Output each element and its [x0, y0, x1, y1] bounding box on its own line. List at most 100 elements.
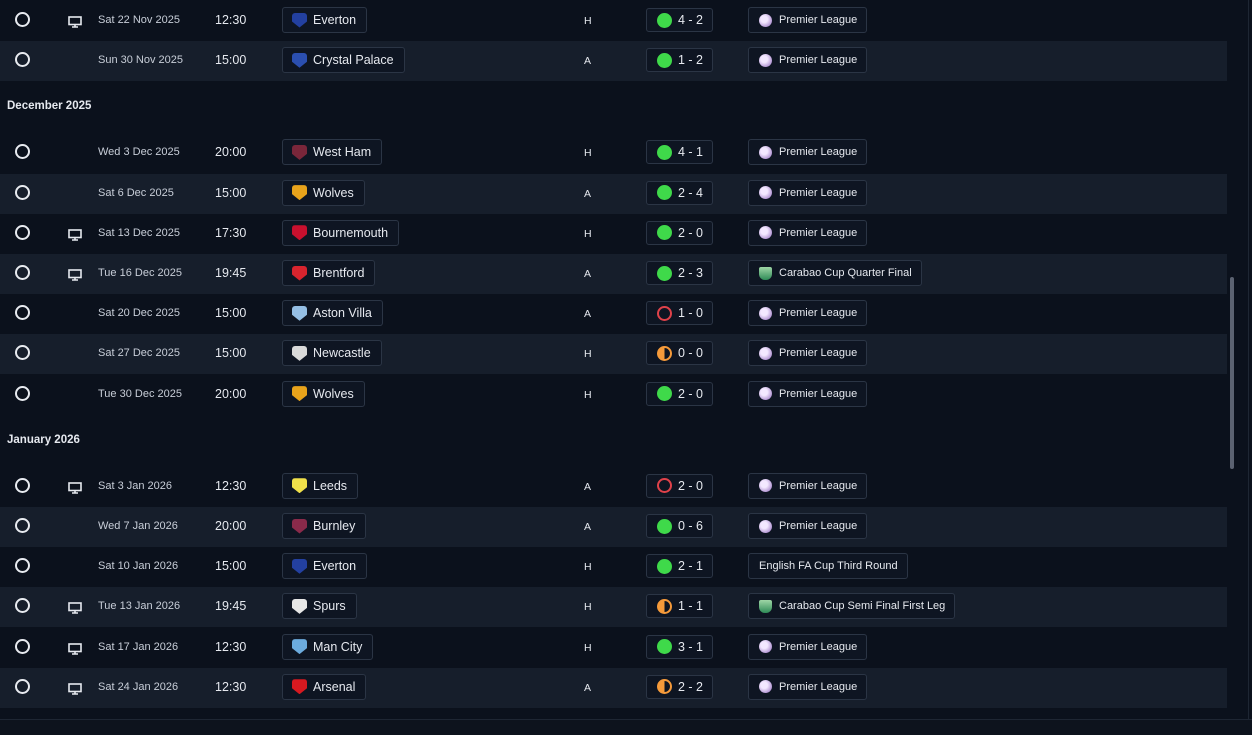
- result-badge[interactable]: 2 - 2: [646, 674, 713, 699]
- fixture-row[interactable]: Sat 27 Dec 2025 15:00 Newcastle H 0 - 0 Premi…: [0, 334, 1227, 375]
- draw-icon: [657, 345, 672, 361]
- fixture-row[interactable]: Wed 7 Jan 2026 20:00 Burnley A 0 - 6 Premier …: [0, 507, 1227, 547]
- fixture-row[interactable]: Sat 3 Jan 2026 12:30 Leeds A 2 - 0 Premier Le…: [0, 466, 1227, 507]
- result-badge[interactable]: 0 - 6: [646, 514, 713, 538]
- result-badge[interactable]: 2 - 4: [646, 180, 713, 205]
- fixture-row[interactable]: Sat 13 Dec 2025 17:30 Bournemouth H 2 - 0 Pre…: [0, 213, 1227, 254]
- win-icon: [657, 558, 672, 574]
- competition-name: Premier League: [779, 347, 858, 360]
- fixture-row[interactable]: Sat 6 Dec 2025 15:00 Wolves A 2 - 4 Premier L…: [0, 173, 1227, 214]
- fixture-row[interactable]: Tue 16 Dec 2025 19:45 Brentford A 2 - 3 Carab…: [0, 254, 1227, 294]
- venue-indicator: H: [584, 348, 592, 361]
- select-radio-icon[interactable]: [15, 52, 30, 68]
- result-badge[interactable]: 2 - 0: [646, 473, 713, 498]
- scrollbar-thumb[interactable]: [1230, 277, 1234, 469]
- competition-button[interactable]: Premier League: [748, 300, 868, 327]
- competition-button[interactable]: Premier League: [748, 139, 868, 166]
- select-radio-icon[interactable]: [15, 184, 30, 200]
- club-crest-icon: [292, 598, 307, 614]
- select-radio-icon[interactable]: [15, 12, 30, 27]
- opponent-button[interactable]: Brentford: [282, 260, 376, 286]
- select-radio-icon[interactable]: [15, 477, 30, 493]
- competition-button[interactable]: Premier League: [748, 673, 868, 700]
- competition-button[interactable]: Carabao Cup Semi Final First Leg: [748, 593, 956, 620]
- score: 1 - 0: [678, 306, 704, 321]
- result-badge[interactable]: 2 - 1: [646, 554, 713, 579]
- result-badge[interactable]: 1 - 0: [646, 301, 713, 326]
- venue-indicator: A: [584, 308, 592, 321]
- select-radio-icon[interactable]: [15, 265, 30, 280]
- result-badge[interactable]: 3 - 1: [646, 634, 713, 659]
- result-badge[interactable]: 1 - 2: [646, 48, 713, 73]
- kickoff-time: 15:00: [215, 306, 247, 321]
- kickoff-time: 20:00: [215, 519, 247, 533]
- result-badge[interactable]: 2 - 0: [646, 220, 713, 245]
- competition-name: Premier League: [779, 14, 858, 26]
- opponent-button[interactable]: Arsenal: [282, 673, 367, 700]
- competition-button[interactable]: Premier League: [748, 47, 868, 74]
- month-header: December 2025: [7, 100, 92, 113]
- opponent-button[interactable]: Bournemouth: [282, 219, 400, 246]
- competition-button[interactable]: Carabao Cup Quarter Final: [748, 260, 922, 286]
- venue-indicator: A: [584, 480, 592, 493]
- opponent-button[interactable]: Burnley: [282, 513, 367, 539]
- select-radio-icon[interactable]: [15, 144, 30, 160]
- competition-button[interactable]: Premier League: [748, 340, 868, 367]
- fixture-row[interactable]: Sat 17 Jan 2026 12:30 Man City H 3 - 1 Premie…: [0, 627, 1227, 668]
- opponent-name: Bournemouth: [313, 225, 389, 240]
- competition-button[interactable]: Premier League: [748, 633, 868, 660]
- select-radio-icon[interactable]: [15, 638, 30, 654]
- competition-name: Premier League: [779, 307, 858, 320]
- result-badge[interactable]: 2 - 0: [646, 381, 713, 406]
- tv-icon: [68, 268, 82, 281]
- competition-button[interactable]: Premier League: [748, 7, 868, 33]
- select-radio-icon[interactable]: [15, 224, 30, 240]
- competition-button[interactable]: Premier League: [748, 380, 868, 407]
- result-badge[interactable]: 4 - 1: [646, 140, 713, 165]
- kickoff-time: 12:30: [215, 639, 247, 654]
- opponent-button[interactable]: West Ham: [282, 139, 383, 166]
- result-badge[interactable]: 0 - 0: [646, 341, 713, 366]
- fixture-row[interactable]: Tue 30 Dec 2025 20:00 Wolves H 2 - 0 Premier …: [0, 374, 1227, 415]
- opponent-button[interactable]: Man City: [282, 633, 374, 660]
- result-badge[interactable]: 4 - 2: [646, 8, 713, 32]
- competition-button[interactable]: Premier League: [748, 219, 868, 246]
- opponent-button[interactable]: Spurs: [282, 593, 357, 620]
- fixture-row[interactable]: Sat 20 Dec 2025 15:00 Aston Villa A 1 - 0 Pre…: [0, 294, 1227, 335]
- fixture-row[interactable]: Sat 22 Nov 2025 12:30 Everton H 4 - 2 Premier…: [0, 1, 1227, 41]
- select-radio-icon[interactable]: [15, 518, 30, 533]
- select-radio-icon[interactable]: [15, 385, 30, 401]
- venue-indicator: H: [584, 561, 592, 574]
- opponent-button[interactable]: Crystal Palace: [282, 47, 405, 74]
- opponent-button[interactable]: Wolves: [282, 179, 365, 206]
- opponent-button[interactable]: Everton: [282, 553, 368, 580]
- select-radio-icon[interactable]: [15, 305, 30, 321]
- result-badge[interactable]: 1 - 1: [646, 594, 713, 619]
- fixture-row[interactable]: Sat 10 Jan 2026 15:00 Everton H 2 - 1 English…: [0, 547, 1227, 588]
- select-radio-icon[interactable]: [15, 598, 30, 614]
- select-radio-icon[interactable]: [15, 678, 30, 694]
- select-radio-icon[interactable]: [15, 558, 30, 574]
- select-radio-icon[interactable]: [15, 345, 30, 361]
- opponent-button[interactable]: Leeds: [282, 472, 359, 499]
- fixture-date: Sat 17 Jan 2026: [98, 640, 179, 653]
- club-crest-icon: [292, 558, 307, 574]
- win-icon: [657, 386, 672, 402]
- competition-button[interactable]: Premier League: [748, 179, 868, 206]
- opponent-button[interactable]: Newcastle: [282, 340, 382, 367]
- competition-button[interactable]: English FA Cup Third Round: [748, 553, 908, 580]
- fixture-row[interactable]: Tue 13 Jan 2026 19:45 Spurs H 1 - 1 Carabao C…: [0, 587, 1227, 628]
- fixture-row[interactable]: Sun 30 Nov 2025 15:00 Crystal Palace A 1 - 2…: [0, 41, 1227, 82]
- opponent-button[interactable]: Aston Villa: [282, 300, 383, 327]
- fixture-row[interactable]: Sat 24 Jan 2026 12:30 Arsenal A 2 - 2 Premier…: [0, 667, 1227, 708]
- opponent-name: Newcastle: [313, 346, 371, 361]
- opponent-name: Leeds: [313, 478, 348, 493]
- opponent-button[interactable]: Wolves: [282, 380, 365, 407]
- competition-button[interactable]: Premier League: [748, 513, 868, 539]
- opponent-name: Brentford: [313, 266, 365, 280]
- result-badge[interactable]: 2 - 3: [646, 261, 713, 285]
- fixture-row[interactable]: Wed 3 Dec 2025 20:00 West Ham H 4 - 1 Premier…: [0, 133, 1227, 174]
- competition-name: Premier League: [779, 146, 858, 159]
- opponent-button[interactable]: Everton: [282, 7, 368, 33]
- competition-button[interactable]: Premier League: [748, 472, 868, 499]
